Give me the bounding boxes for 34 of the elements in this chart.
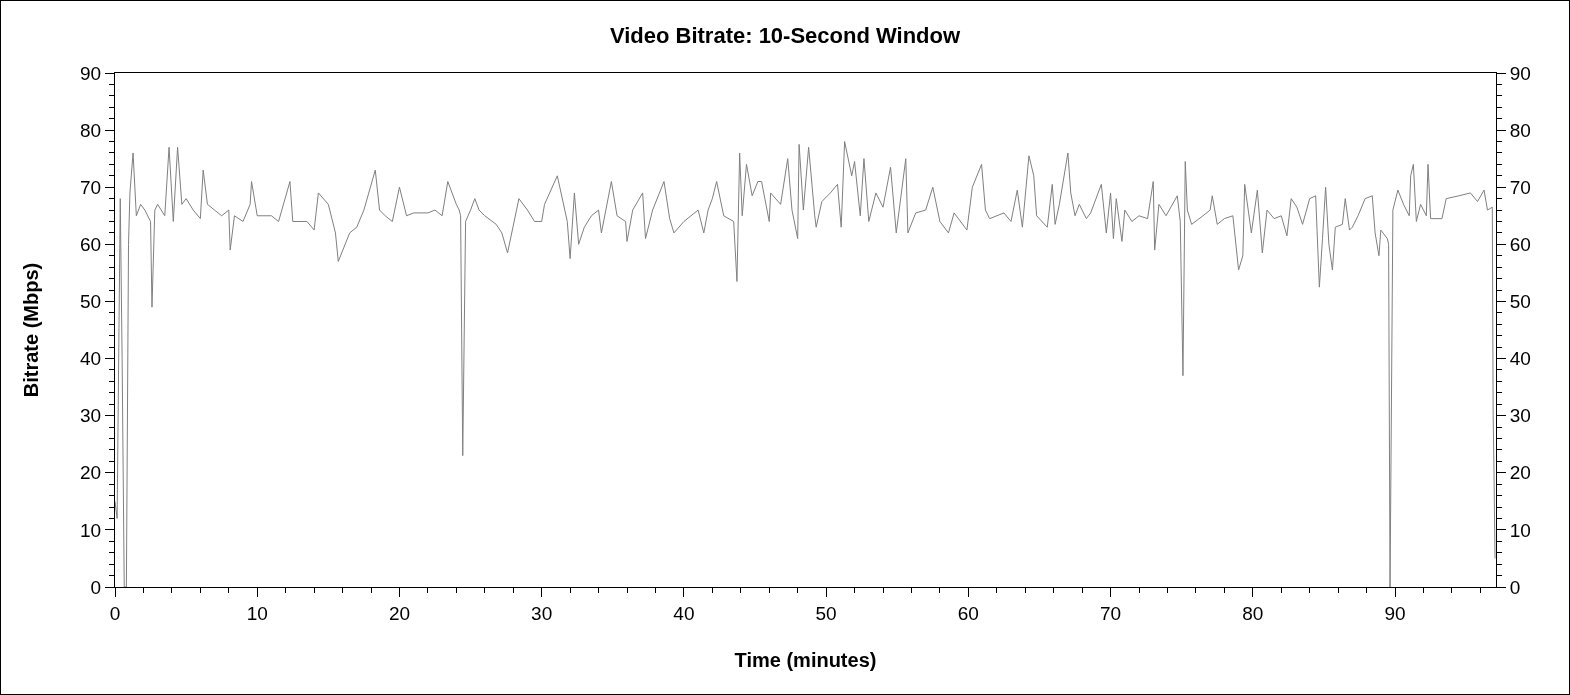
y-tick-label: 20 bbox=[80, 462, 102, 484]
y2-tick-label: 20 bbox=[1509, 462, 1531, 484]
x-tick-label: 0 bbox=[109, 602, 121, 624]
y-tick-label: 40 bbox=[80, 348, 102, 370]
x-tick-label: 30 bbox=[531, 602, 553, 624]
y-tick-label: 70 bbox=[80, 176, 102, 198]
x-tick-label: 40 bbox=[673, 602, 695, 624]
x-tick-label: 80 bbox=[1242, 602, 1264, 624]
line-series bbox=[115, 141, 1496, 587]
x-tick-label: 10 bbox=[246, 602, 268, 624]
y-tick-label: 90 bbox=[80, 62, 102, 84]
x-tick-label: 20 bbox=[388, 602, 411, 624]
x-axis-title: Time (minutes) bbox=[734, 649, 877, 672]
x-tick-label: 50 bbox=[815, 602, 837, 624]
x-tick-label: 90 bbox=[1384, 602, 1406, 624]
y2-tick-label: 10 bbox=[1509, 519, 1531, 541]
y-tick-label: 50 bbox=[80, 291, 102, 313]
chart-title: Video Bitrate: 10-Second Window bbox=[609, 23, 961, 49]
y2-tick-label: 50 bbox=[1509, 291, 1531, 313]
x-tick-label: 70 bbox=[1100, 602, 1122, 624]
y2-tick-label: 30 bbox=[1509, 405, 1531, 427]
y-tick-label: 30 bbox=[80, 405, 102, 427]
y-tick-label: 60 bbox=[80, 233, 102, 255]
y2-tick-label: 60 bbox=[1509, 233, 1531, 255]
y2-tick-label: 70 bbox=[1509, 176, 1531, 198]
y-tick-label: 80 bbox=[80, 119, 102, 141]
y-tick-label: 0 bbox=[90, 576, 102, 598]
y2-tick-label: 80 bbox=[1509, 119, 1531, 141]
x-tick-label: 60 bbox=[957, 602, 979, 624]
y2-tick-label: 0 bbox=[1509, 576, 1521, 598]
y-axis-title: Bitrate (Mbps) bbox=[19, 262, 42, 398]
y2-tick-label: 40 bbox=[1509, 348, 1531, 370]
y-tick-label: 10 bbox=[80, 519, 102, 541]
y2-tick-label: 90 bbox=[1509, 62, 1531, 84]
